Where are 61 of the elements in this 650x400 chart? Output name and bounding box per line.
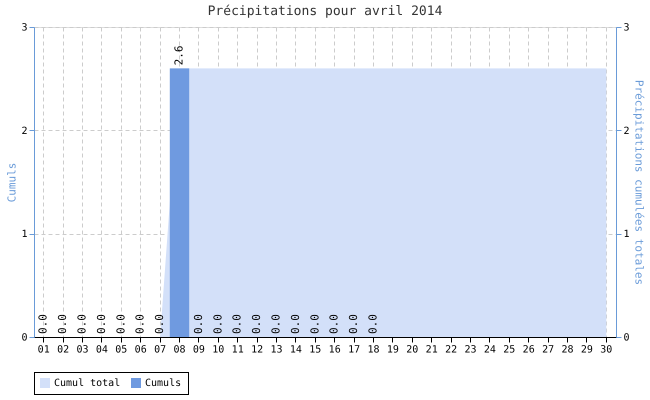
legend-label: Cumuls bbox=[145, 378, 182, 389]
x-tick-label: 08 bbox=[173, 344, 186, 356]
x-tick-label: 25 bbox=[503, 344, 516, 356]
data-label: 0.0 bbox=[230, 314, 244, 334]
x-tick-label: 26 bbox=[522, 344, 535, 356]
data-label: 0.0 bbox=[134, 314, 147, 334]
x-tick-label: 07 bbox=[154, 344, 166, 356]
x-tick-label: 21 bbox=[426, 344, 438, 356]
data-label: 2.6 bbox=[172, 45, 186, 66]
data-label: 0.0 bbox=[192, 314, 205, 334]
data-label: 0.0 bbox=[153, 314, 166, 334]
x-tick-label: 23 bbox=[464, 344, 477, 356]
data-label: 0.0 bbox=[36, 314, 50, 334]
data-label: 0.0 bbox=[347, 314, 360, 334]
data-label: 0.0 bbox=[114, 314, 128, 334]
x-tick-label: 01 bbox=[38, 344, 50, 356]
x-tick-label: 16 bbox=[328, 344, 341, 356]
y2-tick-label: 2 bbox=[624, 126, 630, 137]
y2-tick-label: 0 bbox=[624, 332, 630, 344]
data-label: 0.0 bbox=[288, 314, 302, 334]
x-tick-label: 27 bbox=[542, 344, 554, 356]
x-tick-label: 19 bbox=[386, 344, 399, 356]
x-tick-label: 11 bbox=[232, 344, 244, 356]
data-label: 0.0 bbox=[94, 314, 108, 334]
data-label: 0.0 bbox=[211, 314, 224, 334]
x-tick-label: 24 bbox=[484, 344, 496, 356]
x-tick-label: 05 bbox=[115, 344, 128, 356]
data-label: 0.0 bbox=[56, 314, 70, 334]
x-tick-label: 09 bbox=[192, 344, 205, 356]
x-tick-label: 10 bbox=[212, 344, 224, 356]
x-tick-label: 20 bbox=[406, 344, 418, 356]
x-tick-label: 12 bbox=[251, 344, 264, 356]
x-tick-label: 30 bbox=[600, 344, 612, 356]
y-tick-label: 2 bbox=[21, 126, 28, 137]
y2-axis-title: Précipitations cumulées totales bbox=[632, 80, 646, 286]
data-label: 0.0 bbox=[76, 314, 88, 334]
x-tick-label: 04 bbox=[96, 344, 108, 356]
x-tick-label: 28 bbox=[561, 344, 574, 356]
y-axis-title: Cumuls bbox=[5, 162, 18, 202]
chart-title: Précipitations pour avril 2014 bbox=[208, 4, 443, 19]
y2-tick-label: 3 bbox=[624, 22, 630, 34]
x-tick-label: 13 bbox=[270, 344, 283, 356]
x-tick-label: 03 bbox=[76, 344, 89, 356]
data-label: 0.0 bbox=[250, 314, 264, 334]
legend-label: Cumul total bbox=[54, 378, 120, 389]
y-tick-label: 3 bbox=[21, 22, 28, 34]
y-tick-label: 0 bbox=[21, 332, 28, 344]
x-tick-label: 18 bbox=[367, 344, 380, 356]
x-tick-label: 15 bbox=[309, 344, 322, 356]
x-tick-label: 29 bbox=[580, 344, 593, 356]
x-tick-label: 22 bbox=[445, 344, 458, 356]
x-tick-label: 14 bbox=[290, 344, 302, 356]
data-label: 0.0 bbox=[366, 314, 380, 334]
x-tick-label: 06 bbox=[134, 344, 147, 356]
data-label: 0.0 bbox=[270, 314, 282, 334]
y2-tick-label: 1 bbox=[624, 229, 630, 240]
data-label: 0.0 bbox=[328, 314, 341, 334]
x-tick-label: 17 bbox=[348, 344, 360, 356]
data-label: 0.0 bbox=[308, 314, 322, 334]
x-tick-label: 02 bbox=[57, 344, 70, 356]
y-tick-label: 1 bbox=[21, 229, 28, 240]
